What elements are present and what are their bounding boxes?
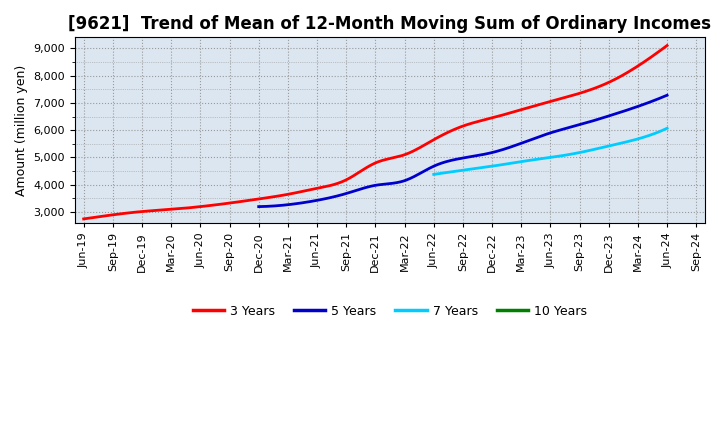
Legend: 3 Years, 5 Years, 7 Years, 10 Years: 3 Years, 5 Years, 7 Years, 10 Years	[188, 300, 593, 323]
Title: [9621]  Trend of Mean of 12-Month Moving Sum of Ordinary Incomes: [9621] Trend of Mean of 12-Month Moving …	[68, 15, 711, 33]
Y-axis label: Amount (million yen): Amount (million yen)	[15, 65, 28, 196]
